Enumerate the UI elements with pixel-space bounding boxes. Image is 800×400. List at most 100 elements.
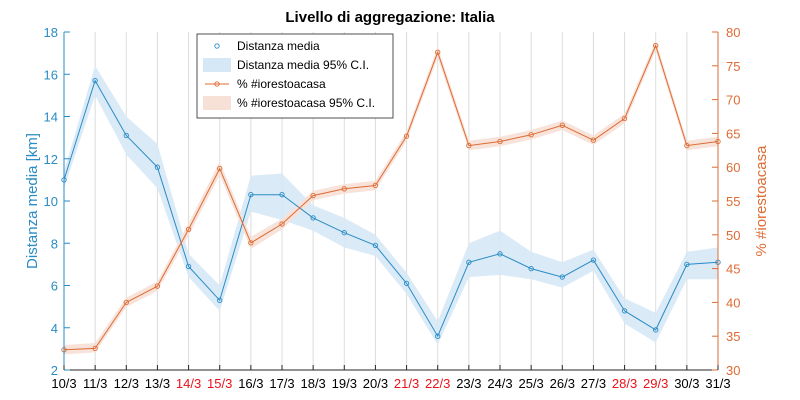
distance-data-point [310,215,316,221]
x-tick-label: 30/3 [674,376,699,391]
distance-data-point [372,242,379,249]
x-tick-label: 26/3 [550,376,575,391]
x-tick-label: 21/3 [394,376,419,391]
x-tick-label: 15/3 [207,376,232,391]
left-y-tick-label: 12 [44,152,58,167]
percent-data-point [466,142,472,149]
x-tick-label: 24/3 [487,376,512,391]
x-tick-label: 11/3 [83,376,107,391]
left-y-tick-label: 10 [44,194,58,209]
percent-data-point [92,345,98,352]
distance-series-line [63,79,719,338]
left-y-axis-label: Distanza media [km] [24,133,41,269]
chart-title: Livello di aggregazione: Italia [285,9,495,26]
percent-data-point [154,283,161,289]
x-tick-label: 29/3 [643,376,668,391]
distance-data-point [279,192,285,198]
right-y-tick-label: 55 [726,194,740,209]
percent-series-line [63,44,719,351]
right-y-tick-label: 65 [726,126,740,141]
x-tick-label: 13/3 [145,376,170,391]
x-tick-label: 27/3 [581,376,606,391]
x-tick-label: 10/3 [51,376,76,391]
right-y-tick-label: 50 [726,228,740,243]
right-y-tick-label: 60 [726,160,740,175]
distance-data-point [621,308,628,314]
percent-data-point [185,226,192,233]
distance-data-point [248,192,254,198]
right-y-tick-label: 35 [726,329,740,344]
distance-data-point [590,257,597,263]
right-y-axis-label: % #iorestoacasa [753,145,770,257]
percent-data-point [279,221,285,227]
legend-entry-label: Distanza media 95% C.I. [237,58,369,72]
legend: Distanza media Distanza media 95% C.I. % #… [196,33,394,119]
percent-data-point [590,137,597,143]
percent-data-point [248,240,254,246]
percent-data-point [341,186,347,192]
percent-data-point [497,138,503,145]
x-tick-label: 22/3 [425,376,450,391]
x-tick-label: 23/3 [456,376,481,391]
percent-data-point [435,49,441,55]
x-tick-label: 19/3 [332,376,357,391]
percent-data-point [684,142,690,149]
x-tick-label: 12/3 [114,376,139,391]
right-y-tick-label: 30 [726,363,740,378]
distance-data-point [341,230,347,236]
distance-data-point [653,327,659,333]
left-y-tick-label: 6 [51,279,58,294]
left-y-tick-label: 4 [51,321,58,336]
right-y-tick-label: 75 [726,59,740,74]
left-y-tick-label: 8 [51,236,58,251]
distance-data-point [528,265,534,272]
legend-swatch-band [203,58,231,72]
legend-entry-label: % #iorestoacasa [237,77,326,91]
distance-data-point [217,297,223,303]
legend-swatch-marker [214,81,220,87]
left-y-tick-label: 14 [44,110,58,125]
x-tick-label: 28/3 [612,376,637,391]
left-y-tick-label: 2 [51,363,58,378]
x-tick-label: 14/3 [176,376,201,391]
distance-data-point [559,274,565,280]
distance-data-point [497,251,503,257]
distance-data-point [123,132,129,139]
distance-data-point [466,259,472,265]
x-tick-label: 17/3 [269,376,294,391]
right-y-tick-label: 70 [726,93,740,108]
x-tick-label: 16/3 [238,376,263,391]
axis-layer: 2 4 6 8 10 12 14 16 18 30 35 40 45 50 55 60 65 70 75 80 10/3… [24,25,770,391]
percent-data-point [217,165,223,172]
distance-data-point [154,164,161,170]
legend-entry-label: % #iorestoacasa 95% C.I. [237,96,375,110]
left-y-tick-label: 16 [44,67,58,82]
percent-data-point [372,182,379,189]
percent-data-point [528,132,534,138]
distance-data-point [684,261,690,268]
percent-data-point [653,42,659,49]
right-y-tick-label: 40 [726,295,740,310]
legend-swatch-marker [214,43,220,49]
x-tick-label: 31/3 [705,376,730,391]
distance-data-point [435,333,441,339]
percent-data-point [310,192,316,199]
x-tick-label: 25/3 [518,376,543,391]
legend-swatch-band [203,96,231,110]
percent-data-point [403,133,410,139]
left-y-tick-label: 18 [44,25,58,40]
x-tick-label: 20/3 [363,376,388,391]
percent-data-point [621,115,628,122]
percent-data-point [123,299,129,306]
percent-data-point [559,122,565,128]
distance-data-point [185,263,192,270]
legend-entry-label: Distanza media [237,39,320,53]
distance-data-point [403,280,410,287]
x-tick-label: 18/3 [300,376,325,391]
right-y-tick-label: 45 [726,262,740,277]
distance-data-point [92,77,98,84]
right-y-tick-label: 80 [726,25,740,40]
